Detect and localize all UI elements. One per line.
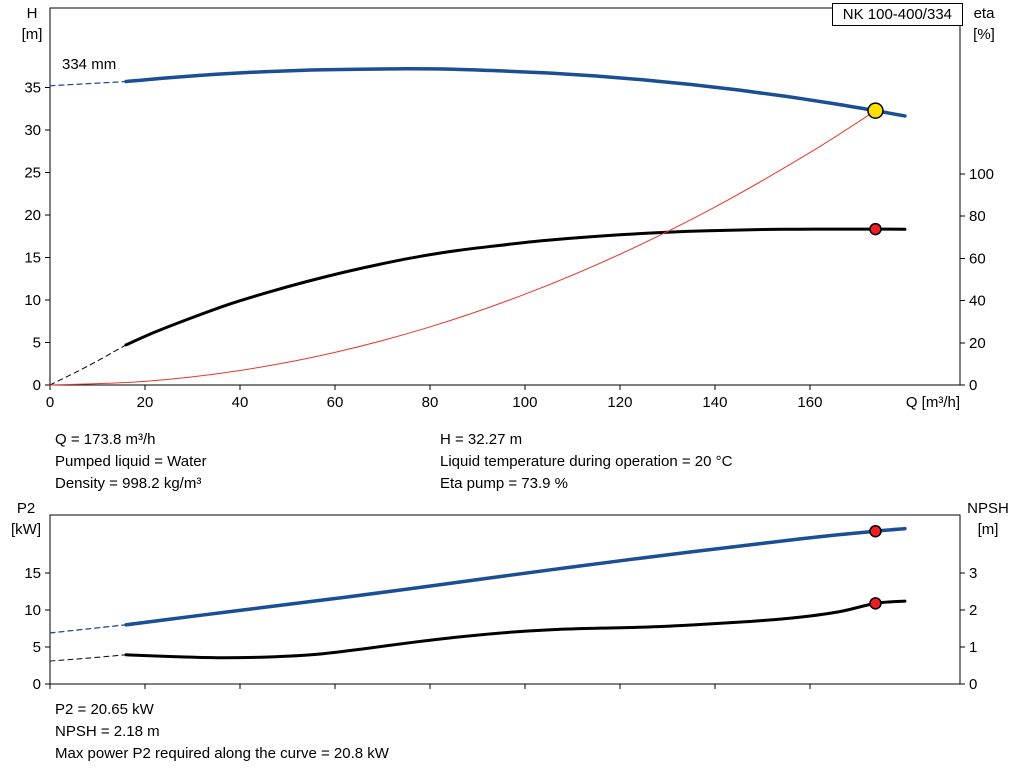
right-tick-label: 20 (969, 335, 986, 352)
pump-model-box: NK 100-400/334 (831, 3, 963, 26)
power-readout: P2 = 20.65 kW NPSH = 2.18 m Max power P2… (55, 699, 389, 765)
npsh-point-marker[interactable] (869, 597, 882, 610)
x-tick-label: 140 (702, 394, 727, 411)
x-tick-label: 120 (607, 394, 632, 411)
npsh-axis-title-line2: [m] (977, 521, 999, 538)
left-tick-label: 15 (24, 565, 41, 582)
x-tick-label: 40 (232, 394, 249, 411)
p2-npsh-chart-svg: 0 5 10 15 0 1 2 3 (24, 514, 977, 693)
plot-frame (49, 7, 961, 386)
readout-npsh: NPSH = 2.18 m (55, 723, 160, 740)
left-tick-label: 10 (24, 292, 41, 309)
p2-axis-title: P2 [kW] (2, 498, 50, 540)
x-tick-label: 80 (422, 394, 439, 411)
right-tick-label: 100 (969, 166, 994, 183)
system-curve (49, 110, 876, 386)
left-tick-label: 20 (24, 207, 41, 224)
duty-point-marker[interactable] (867, 102, 884, 119)
readout-max-power: Max power P2 required along the curve = … (55, 745, 389, 762)
right-tick-label: 60 (969, 250, 986, 267)
p2-axis-title-line2: [kW] (11, 521, 41, 538)
p2-npsh-chart: 0 5 10 15 0 1 2 3 (0, 495, 1024, 695)
h-axis-title: H [m] (14, 3, 50, 45)
eta-curve (124, 227, 907, 347)
x-tick-label: 60 (327, 394, 344, 411)
p2-axis-title-line1: P2 (16, 500, 36, 517)
x-tick-label: 100 (512, 394, 537, 411)
left-tick-label: 0 (33, 377, 41, 394)
impeller-diameter-label: 334 mm (62, 56, 117, 73)
h-axis-title-line2: [m] (21, 26, 43, 43)
npsh-axis-title: NPSH [m] (960, 498, 1016, 540)
left-tick-label: 30 (24, 122, 41, 139)
eta-axis-title: eta [%] (962, 3, 1006, 45)
head-curve (124, 67, 907, 118)
left-tick-label: 15 (24, 249, 41, 266)
readout-flow: Q = 173.8 m³/h (55, 431, 156, 448)
npsh-curve (124, 599, 907, 660)
eta-axis-title-line2: [%] (973, 26, 995, 43)
p2-curve (124, 526, 907, 627)
npsh-curve-dashed (49, 654, 127, 662)
right-tick-label: 3 (969, 565, 977, 582)
readout-temperature: Liquid temperature during operation = 20… (440, 453, 733, 470)
right-tick-label: 1 (969, 639, 977, 656)
eta-curve-dashed (49, 344, 127, 386)
right-tick-label: 0 (969, 377, 977, 394)
eta-point-marker[interactable] (869, 222, 882, 236)
x-axis-label: Q [m³/h] (906, 394, 960, 411)
left-tick-label: 35 (24, 79, 41, 96)
duty-readout-left: Q = 173.8 m³/h Pumped liquid = Water Den… (55, 429, 207, 495)
p2-curve-dashed (49, 624, 127, 634)
head-curve-dashed (49, 80, 127, 87)
duty-readout-right: H = 32.27 m Liquid temperature during op… (440, 429, 732, 495)
left-tick-label: 25 (24, 164, 41, 181)
x-tick-label: 20 (137, 394, 154, 411)
left-tick-label: 5 (33, 334, 41, 351)
right-tick-label: 40 (969, 293, 986, 310)
right-tick-label: 0 (969, 676, 977, 693)
npsh-axis-title-line1: NPSH (967, 500, 1009, 517)
p2-point-marker[interactable] (869, 524, 882, 538)
readout-p2: P2 = 20.65 kW (55, 701, 154, 718)
left-tick-label: 0 (33, 676, 41, 693)
eta-axis-title-line1: eta (973, 5, 995, 22)
x-tick-label: 0 (46, 394, 54, 411)
left-tick-label: 10 (24, 602, 41, 619)
readout-head: H = 32.27 m (440, 431, 523, 448)
readout-eta: Eta pump = 73.9 % (440, 475, 568, 492)
left-tick-label: 5 (33, 639, 41, 656)
plot-frame (49, 514, 961, 685)
right-tick-label: 2 (969, 602, 977, 619)
qh-eta-chart-svg: 0 5 10 15 20 25 30 35 0 20 40 60 80 100 0 20 40 60 80 100 12… (24, 7, 994, 411)
readout-density: Density = 998.2 kg/m³ (55, 475, 202, 492)
x-tick-label: 160 (797, 394, 822, 411)
readout-liquid: Pumped liquid = Water (55, 453, 207, 470)
h-axis-title-line1: H (26, 5, 38, 22)
right-tick-label: 80 (969, 208, 986, 225)
qh-eta-chart: 0 5 10 15 20 25 30 35 0 20 40 60 80 100 0 20 40 60 80 100 12… (24, 7, 994, 411)
